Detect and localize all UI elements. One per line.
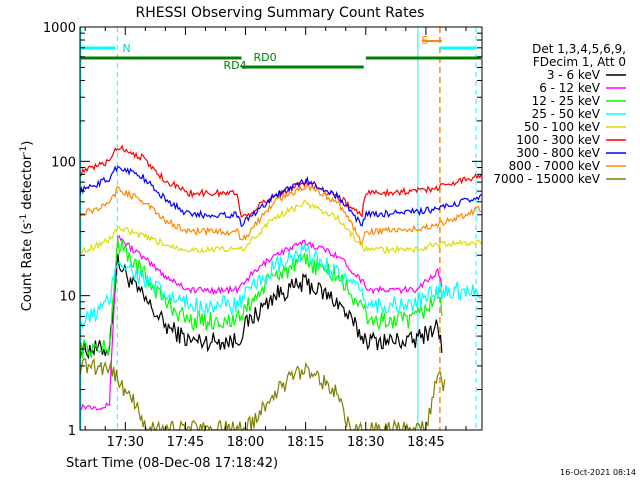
legend-label: 25 - 50 keV (532, 107, 601, 121)
x-tick-label: 18:15 (287, 435, 324, 450)
y-axis-label: Count Rate (s-1 detector-1) (19, 141, 35, 312)
series-line-8 (79, 357, 446, 433)
flag-label-n: N (122, 42, 130, 55)
series-line-1 (79, 235, 443, 411)
flag-layer: N S RD0 RD4 (80, 27, 481, 430)
x-axis-label: Start Time (08-Dec-08 17:18:42) (66, 456, 278, 471)
x-tick-label: 18:45 (407, 435, 444, 450)
series-line-0 (79, 254, 443, 360)
series-line-2 (79, 237, 443, 359)
x-tick-label: 18:00 (227, 435, 264, 450)
legend-label: 800 - 7000 keV (509, 159, 601, 173)
series-line-7 (79, 184, 482, 245)
legend-label: 3 - 6 keV (547, 68, 601, 82)
y-tick-label: 1 (68, 424, 76, 439)
plot-frame (79, 26, 483, 431)
legend-header-line-2: FDecim 1, Att 0 (533, 55, 626, 69)
legend-header: Det 1,3,4,5,6,9, FDecim 1, Att 0 (532, 42, 626, 69)
flag-label-rd0: RD0 (254, 51, 277, 64)
y-tick-label: 100 (51, 155, 76, 170)
legend-label: 100 - 300 keV (516, 133, 600, 147)
legend-label: 50 - 100 keV (524, 120, 601, 134)
series-line-3 (79, 244, 482, 335)
axis-layer: 17:30 17:45 18:00 18:15 18:30 18:45 1 10 100 1000 (43, 21, 483, 450)
series-line-6 (79, 165, 482, 227)
x-tick-label: 17:45 (167, 435, 204, 450)
x-tick-label: 18:30 (347, 435, 384, 450)
series-line-4 (79, 199, 482, 256)
y-tick-label: 1000 (43, 21, 76, 36)
flag-label-s: S (421, 34, 428, 47)
flag-label-rd4: RD4 (223, 59, 246, 72)
legend-label: 7000 - 15000 keV (493, 172, 600, 186)
x-tick-label: 17:30 (107, 435, 144, 450)
legend-header-line-1: Det 1,3,4,5,6,9, (532, 42, 626, 56)
legend-label: 300 - 800 keV (516, 146, 600, 160)
series-layer (79, 144, 482, 433)
timestamp: 16-Oct-2021 08:14 (560, 468, 636, 477)
series-line-5 (79, 144, 482, 218)
y-tick-label: 10 (59, 290, 76, 305)
chart-title: RHESSI Observing Summary Count Rates (136, 5, 425, 21)
legend-label: 6 - 12 keV (539, 81, 601, 95)
legend-label: 12 - 25 keV (532, 94, 601, 108)
